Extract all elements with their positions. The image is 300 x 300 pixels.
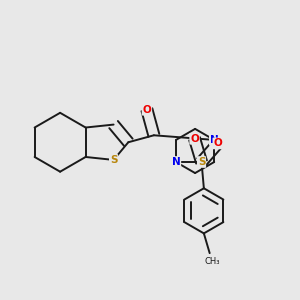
Text: N: N	[210, 135, 219, 145]
Text: O: O	[213, 138, 222, 148]
Text: N: N	[172, 157, 180, 167]
Text: S: S	[110, 155, 117, 165]
Text: S: S	[198, 157, 205, 167]
Text: CH₃: CH₃	[204, 256, 220, 266]
Text: O: O	[190, 134, 199, 144]
Text: O: O	[142, 105, 151, 115]
